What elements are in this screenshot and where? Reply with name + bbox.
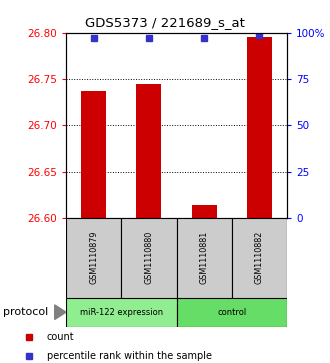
Bar bbox=[81, 91, 106, 218]
Bar bbox=[192, 205, 216, 218]
Bar bbox=[177, 298, 287, 327]
Bar bbox=[177, 218, 232, 298]
Text: count: count bbox=[47, 332, 75, 342]
Text: percentile rank within the sample: percentile rank within the sample bbox=[47, 351, 212, 361]
Text: miR-122 expression: miR-122 expression bbox=[80, 308, 163, 317]
Text: GSM1110881: GSM1110881 bbox=[200, 231, 209, 284]
Text: GSM1110880: GSM1110880 bbox=[145, 231, 153, 284]
Text: GSM1110882: GSM1110882 bbox=[255, 231, 264, 285]
Text: protocol: protocol bbox=[3, 307, 49, 317]
Bar bbox=[66, 298, 177, 327]
Bar bbox=[66, 218, 121, 298]
Bar bbox=[247, 37, 272, 218]
Text: GDS5373 / 221689_s_at: GDS5373 / 221689_s_at bbox=[85, 16, 245, 29]
Polygon shape bbox=[55, 305, 66, 319]
Bar bbox=[121, 218, 177, 298]
Bar bbox=[137, 83, 161, 218]
Text: control: control bbox=[217, 308, 247, 317]
Text: GSM1110879: GSM1110879 bbox=[89, 231, 98, 285]
Bar bbox=[232, 218, 287, 298]
